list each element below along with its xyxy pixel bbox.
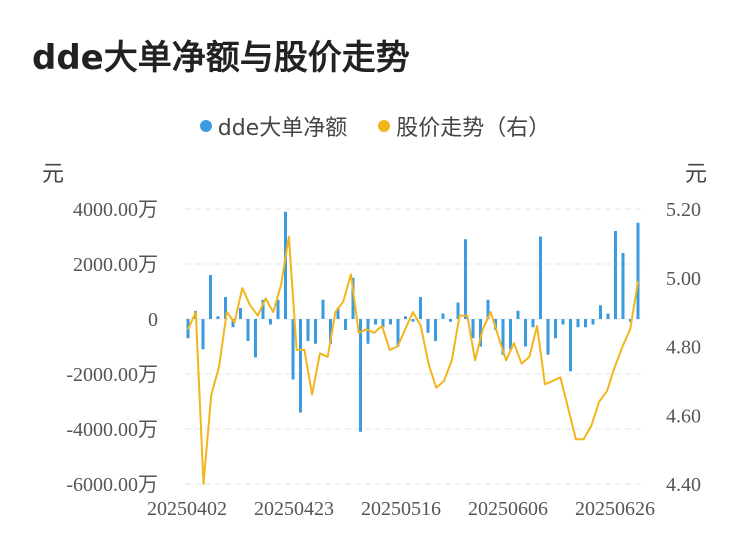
left-tick-label: -2000.00万 [66, 364, 158, 386]
bar [209, 275, 212, 319]
bar [554, 319, 557, 339]
bar [239, 308, 242, 319]
bar [441, 313, 445, 319]
bar [584, 319, 587, 328]
left-tick-label: 4000.00万 [73, 199, 158, 221]
bar [344, 319, 347, 330]
bar [479, 319, 482, 347]
bar [411, 319, 415, 322]
bar [261, 299, 265, 319]
x-tick-label: 20250626 [575, 498, 655, 520]
right-tick-label: 4.60 [666, 405, 701, 427]
x-tick-label: 20250606 [468, 498, 548, 520]
bar [201, 319, 205, 350]
left-tick-label: -4000.00万 [66, 419, 158, 441]
x-tick-label: 20250516 [361, 498, 441, 520]
bar [389, 319, 392, 325]
bar [464, 239, 467, 319]
bar [426, 319, 430, 333]
bar [486, 299, 490, 319]
bar [434, 319, 437, 341]
bar [216, 316, 220, 319]
bar [381, 319, 385, 328]
left-unit-label: 元 [42, 162, 65, 187]
legend-dot-bars [199, 120, 212, 132]
bar [284, 211, 287, 319]
bar [576, 319, 580, 328]
right-tick-label: 5.00 [666, 268, 701, 290]
bar [321, 299, 325, 319]
legend-label-line: 股价走势（右） [396, 116, 551, 141]
bar [621, 253, 625, 319]
bar [254, 319, 257, 358]
bar [306, 319, 310, 341]
bar [359, 319, 362, 432]
bar [276, 299, 280, 319]
x-tick-label: 20250423 [254, 498, 334, 520]
bar [509, 319, 512, 350]
left-tick-label: 2000.00万 [73, 254, 158, 276]
bar [591, 319, 595, 325]
bar [299, 319, 302, 413]
bar [336, 308, 340, 319]
legend-item-line[interactable]: 股价走势（右） [378, 110, 550, 142]
x-tick-label: 20250402 [147, 498, 227, 520]
bar [224, 297, 227, 319]
bar [456, 302, 460, 319]
bar [366, 319, 370, 344]
bar [314, 319, 317, 344]
bar [629, 319, 632, 322]
bar [599, 305, 602, 319]
left-tick-label: 0 [148, 309, 158, 331]
bar [546, 319, 550, 355]
bar [539, 236, 542, 319]
bar [614, 231, 617, 319]
bar [561, 319, 565, 325]
legend-dot-line [378, 120, 391, 132]
bar [231, 319, 235, 328]
bar [516, 310, 520, 319]
legend-label-bars: dde大单净额 [217, 116, 348, 141]
bar [374, 319, 377, 325]
bar [246, 319, 250, 341]
bar [396, 319, 400, 347]
right-tick-label: 4.80 [666, 337, 701, 359]
bar [471, 319, 475, 339]
right-tick-label: 4.40 [666, 474, 701, 496]
bar [291, 319, 295, 380]
bar [329, 319, 332, 344]
right-tick-label: 5.20 [666, 199, 701, 221]
price-line [187, 235, 639, 485]
right-unit-label: 元 [685, 162, 708, 187]
bar [569, 319, 572, 372]
bar [531, 319, 535, 328]
bar [351, 277, 355, 319]
bar [636, 222, 640, 319]
bar [501, 319, 505, 355]
bar [524, 319, 527, 347]
bar [419, 297, 422, 319]
legend: dde大单净额 股价走势（右） [0, 110, 750, 142]
bar [404, 316, 407, 319]
bar [269, 319, 272, 325]
chart-title: dde大单净额与股价走势 [32, 38, 410, 78]
bar [449, 319, 452, 322]
legend-item-bars[interactable]: dde大单净额 [199, 110, 348, 142]
bar [606, 313, 610, 319]
left-tick-label: -6000.00万 [66, 474, 158, 496]
